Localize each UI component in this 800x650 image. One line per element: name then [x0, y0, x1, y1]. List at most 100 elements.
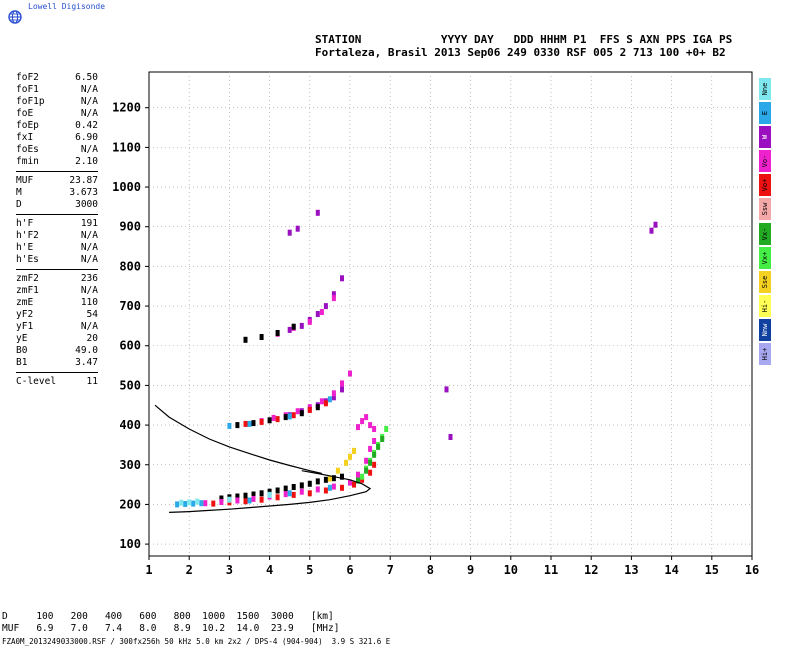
param-row: MUF 23.87: [16, 175, 98, 187]
echo-point: [195, 498, 200, 505]
y-tick-label: 400: [119, 418, 141, 432]
x-tick-label: 14: [664, 563, 678, 577]
x-tick-label: 1: [145, 563, 152, 577]
echo-point: [271, 414, 276, 421]
y-tick-label: 900: [119, 220, 141, 234]
y-tick-label: 1100: [112, 140, 141, 154]
params-separator: [16, 171, 98, 172]
y-tick-label: 700: [119, 299, 141, 313]
echo-point: [243, 336, 248, 343]
echo-point: [299, 482, 304, 489]
param-row: yF2 54: [16, 309, 98, 321]
param-row: zmF1 N/A: [16, 285, 98, 297]
param-row: fmin 2.10: [16, 156, 98, 168]
y-tick-label: 100: [119, 537, 141, 551]
param-row: foE N/A: [16, 108, 98, 120]
echo-point: [287, 229, 292, 236]
param-key: zmF2: [16, 273, 39, 284]
echo-point: [348, 479, 352, 486]
echo-point: [340, 386, 344, 393]
header-labels: STATION YYYY DAY DDD HHHM P1 FFS S AXN P…: [315, 33, 733, 46]
legend-swatch: E: [759, 102, 771, 125]
legend-label: Vx+: [761, 251, 769, 264]
param-key: B0: [16, 345, 28, 356]
echo-point: [444, 386, 449, 393]
x-tick-label: 4: [266, 563, 273, 577]
param-row: foF1 N/A: [16, 84, 98, 96]
param-value: N/A: [80, 108, 98, 119]
echo-point: [315, 404, 320, 411]
param-value: N/A: [80, 242, 98, 253]
scaled-parameters-panel: foF2 6.50 foF1 N/A foF1p N/A foE N/A foEp 0.42 fxI…: [16, 72, 98, 388]
param-value: N/A: [80, 230, 98, 241]
legend-swatch: Nnw: [759, 318, 771, 341]
echo-point: [179, 499, 184, 506]
param-value: 54: [86, 309, 98, 320]
param-key: h'F2: [16, 230, 39, 241]
echo-point: [267, 417, 272, 424]
param-key: foF1p: [16, 96, 45, 107]
echo-point: [275, 330, 280, 336]
param-key: fxI: [16, 132, 34, 143]
param-value: 110: [80, 297, 98, 308]
echo-point: [191, 500, 196, 507]
echo-point: [199, 500, 204, 507]
param-row: yF1 N/A: [16, 321, 98, 333]
echo-point: [340, 380, 344, 387]
echo-point: [352, 481, 356, 488]
echo-point: [251, 495, 256, 502]
echo-point: [356, 477, 360, 484]
param-key: foEp: [16, 120, 39, 131]
param-row: h'Es N/A: [16, 254, 98, 266]
echo-point: [283, 414, 288, 421]
echo-point: [323, 400, 328, 407]
echo-point: [315, 209, 320, 216]
echo-point: [315, 311, 320, 317]
x-tick-label: 12: [584, 563, 598, 577]
axis-ticks: 1 2 3 4 5 6 7 8 9 10 11 12 13 14 15 1610020030040050060…: [112, 101, 759, 577]
legend-label: E: [761, 110, 769, 116]
param-key: yF2: [16, 309, 34, 320]
param-key: foEs: [16, 144, 39, 155]
echo-point: [291, 412, 296, 419]
echo-point: [267, 488, 272, 495]
echo-point: [372, 461, 377, 468]
params-separator: [16, 214, 98, 215]
echo-point: [287, 326, 292, 333]
param-key: h'E: [16, 242, 34, 253]
param-row: h'F 191: [16, 218, 98, 230]
polarization-legend: Nne E W Vo- Vo+ Ssw Vx- Vx+ Sse Hi- Nnw Hi+: [759, 78, 771, 367]
param-key: yF1: [16, 321, 34, 332]
echo-point: [364, 467, 369, 474]
echo-point: [331, 295, 336, 302]
legend-swatch: Sse: [759, 270, 771, 293]
echo-point: [299, 322, 304, 329]
echo-point: [291, 491, 296, 498]
param-key: D: [16, 199, 22, 210]
param-key: B1: [16, 357, 28, 368]
param-row: foEp 0.42: [16, 120, 98, 132]
legend-label: Hi-: [761, 299, 769, 313]
echo-point: [243, 492, 248, 499]
param-value: 3000: [75, 199, 98, 210]
param-key: foF2: [16, 72, 39, 83]
echo-point: [275, 494, 280, 501]
param-row: B0 49.0: [16, 345, 98, 357]
x-tick-label: 5: [306, 563, 313, 577]
model-curve: [169, 470, 372, 513]
echo-point: [331, 475, 336, 482]
echo-point: [251, 420, 256, 427]
param-row: B1 3.47: [16, 357, 98, 369]
echo-point: [372, 451, 377, 458]
param-row: fxI 6.90: [16, 132, 98, 144]
echo-point: [327, 475, 332, 482]
echo-point: [235, 493, 240, 500]
echo-point: [235, 497, 240, 504]
echo-point: [323, 303, 328, 310]
param-row: zmE 110: [16, 297, 98, 309]
param-value: 20: [86, 333, 98, 344]
echo-point: [243, 498, 248, 505]
echo-point: [331, 483, 336, 490]
legend-swatch: W: [759, 126, 771, 149]
y-tick-label: 1000: [112, 180, 141, 194]
